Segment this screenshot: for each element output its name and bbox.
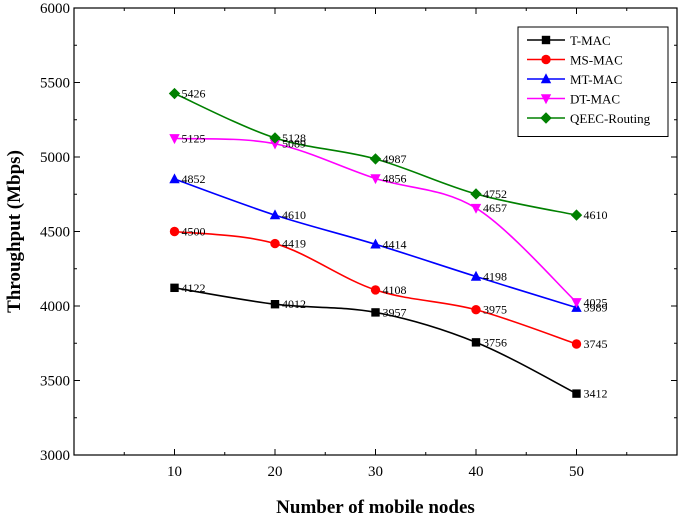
- data-point-mt-mac: [370, 238, 381, 249]
- data-point-ms-mac: [270, 238, 280, 249]
- axes: 3000 3500 4000 4500 5000 5500 6000 10 20 30 40 50: [40, 1, 678, 480]
- data-label-mt-mac: 4414: [383, 237, 407, 251]
- y-tick-label: 4500: [40, 225, 70, 241]
- data-point-dt-mac: [470, 203, 482, 214]
- x-tick-label: 50: [569, 464, 584, 480]
- series-line-t-mac: [174, 287, 577, 395]
- data-labels: 4122 4012 3957 3756 3412 4500 4419 4108 3975 3745…: [182, 87, 608, 401]
- data-label-mt-mac: 3989: [584, 301, 608, 315]
- data-label-dt-mac: 4657: [483, 201, 507, 215]
- y-tick-label: 5500: [40, 76, 70, 92]
- data-label-dt-mac: 5089: [282, 137, 306, 151]
- data-label-qeec-routing: 4610: [584, 208, 608, 222]
- data-label-t-mac: 4122: [182, 281, 206, 295]
- data-label-ms-mac: 4419: [282, 237, 306, 251]
- legend-label-t-mac: T-MAC: [570, 33, 611, 48]
- data-point-t-mac: [471, 338, 481, 347]
- data-label-t-mac: 3957: [383, 305, 407, 319]
- data-point-t-mac: [170, 283, 179, 293]
- data-point-qeec-routing: [570, 209, 583, 221]
- data-label-qeec-routing: 4752: [483, 187, 507, 201]
- data-point-mt-mac: [269, 209, 281, 220]
- data-label-mt-mac: 4852: [182, 172, 206, 186]
- data-label-ms-mac: 4108: [383, 283, 407, 297]
- x-tick-label: 10: [167, 464, 182, 480]
- data-label-qeec-routing: 5128: [282, 131, 306, 145]
- data-point-qeec-routing: [168, 87, 181, 100]
- legend-marker-ms-mac: [541, 54, 551, 65]
- legend-marker-qeec-routing: [540, 112, 552, 124]
- data-point-dt-mac: [571, 298, 582, 308]
- series-dt-mac: [169, 134, 582, 308]
- legend: T-MAC MS-MAC MT-MAC DT-MAC QEEC-Routing: [517, 26, 669, 137]
- data-point-dt-mac: [269, 139, 281, 150]
- y-tick-label: 3500: [40, 374, 70, 390]
- data-label-ms-mac: 4500: [182, 225, 206, 239]
- data-label-dt-mac: 5125: [182, 131, 206, 145]
- data-label-ms-mac: 3975: [483, 303, 507, 317]
- data-label-mt-mac: 4610: [282, 208, 306, 222]
- data-label-ms-mac: 3745: [584, 337, 608, 351]
- x-tick-label: 20: [268, 464, 283, 480]
- x-tick-label: 40: [469, 464, 484, 480]
- data-point-mt-mac: [169, 173, 180, 184]
- data-point-t-mac: [270, 300, 280, 309]
- data-point-t-mac: [572, 389, 581, 398]
- data-point-ms-mac: [169, 226, 180, 237]
- data-label-t-mac: 3412: [584, 387, 608, 401]
- y-axis-title: Throughput (Mbps): [4, 150, 25, 313]
- data-point-t-mac: [371, 308, 380, 317]
- data-point-ms-mac: [571, 339, 582, 349]
- data-label-t-mac: 3756: [483, 335, 507, 349]
- data-point-dt-mac: [370, 174, 381, 185]
- data-label-t-mac: 4012: [282, 297, 306, 311]
- series-t-mac: [170, 283, 581, 398]
- x-tick-label: 30: [368, 464, 383, 480]
- legend-label-dt-mac: DT-MAC: [570, 92, 620, 107]
- series-qeec-routing: [168, 87, 583, 221]
- legend-label-mt-mac: MT-MAC: [570, 72, 622, 87]
- data-point-ms-mac: [370, 285, 381, 295]
- data-point-qeec-routing: [369, 153, 382, 165]
- data-label-mt-mac: 4198: [483, 269, 507, 283]
- series-ms-mac: [169, 226, 582, 349]
- data-point-qeec-routing: [269, 132, 281, 144]
- data-label-dt-mac: 4025: [584, 295, 608, 309]
- y-tick-label: 6000: [40, 1, 70, 17]
- legend-label-ms-mac: MS-MAC: [570, 53, 623, 68]
- legend-marker-dt-mac: [540, 94, 552, 105]
- y-tick-label: 4000: [40, 299, 70, 315]
- legend-marker-t-mac: [541, 35, 551, 45]
- data-point-ms-mac: [471, 305, 481, 315]
- data-label-qeec-routing: 4987: [383, 152, 407, 166]
- data-point-qeec-routing: [470, 188, 482, 200]
- data-point-mt-mac: [470, 270, 482, 281]
- series-layer: [168, 87, 583, 398]
- x-axis-title: Number of mobile nodes: [276, 497, 475, 514]
- y-tick-label: 3000: [40, 448, 70, 464]
- legend-label-qeec-routing: QEEC-Routing: [570, 111, 651, 126]
- legend-marker-mt-mac: [540, 73, 552, 84]
- data-point-dt-mac: [169, 134, 180, 145]
- data-label-dt-mac: 4856: [383, 171, 407, 185]
- data-label-qeec-routing: 5426: [182, 87, 206, 101]
- y-tick-label: 5000: [40, 150, 70, 166]
